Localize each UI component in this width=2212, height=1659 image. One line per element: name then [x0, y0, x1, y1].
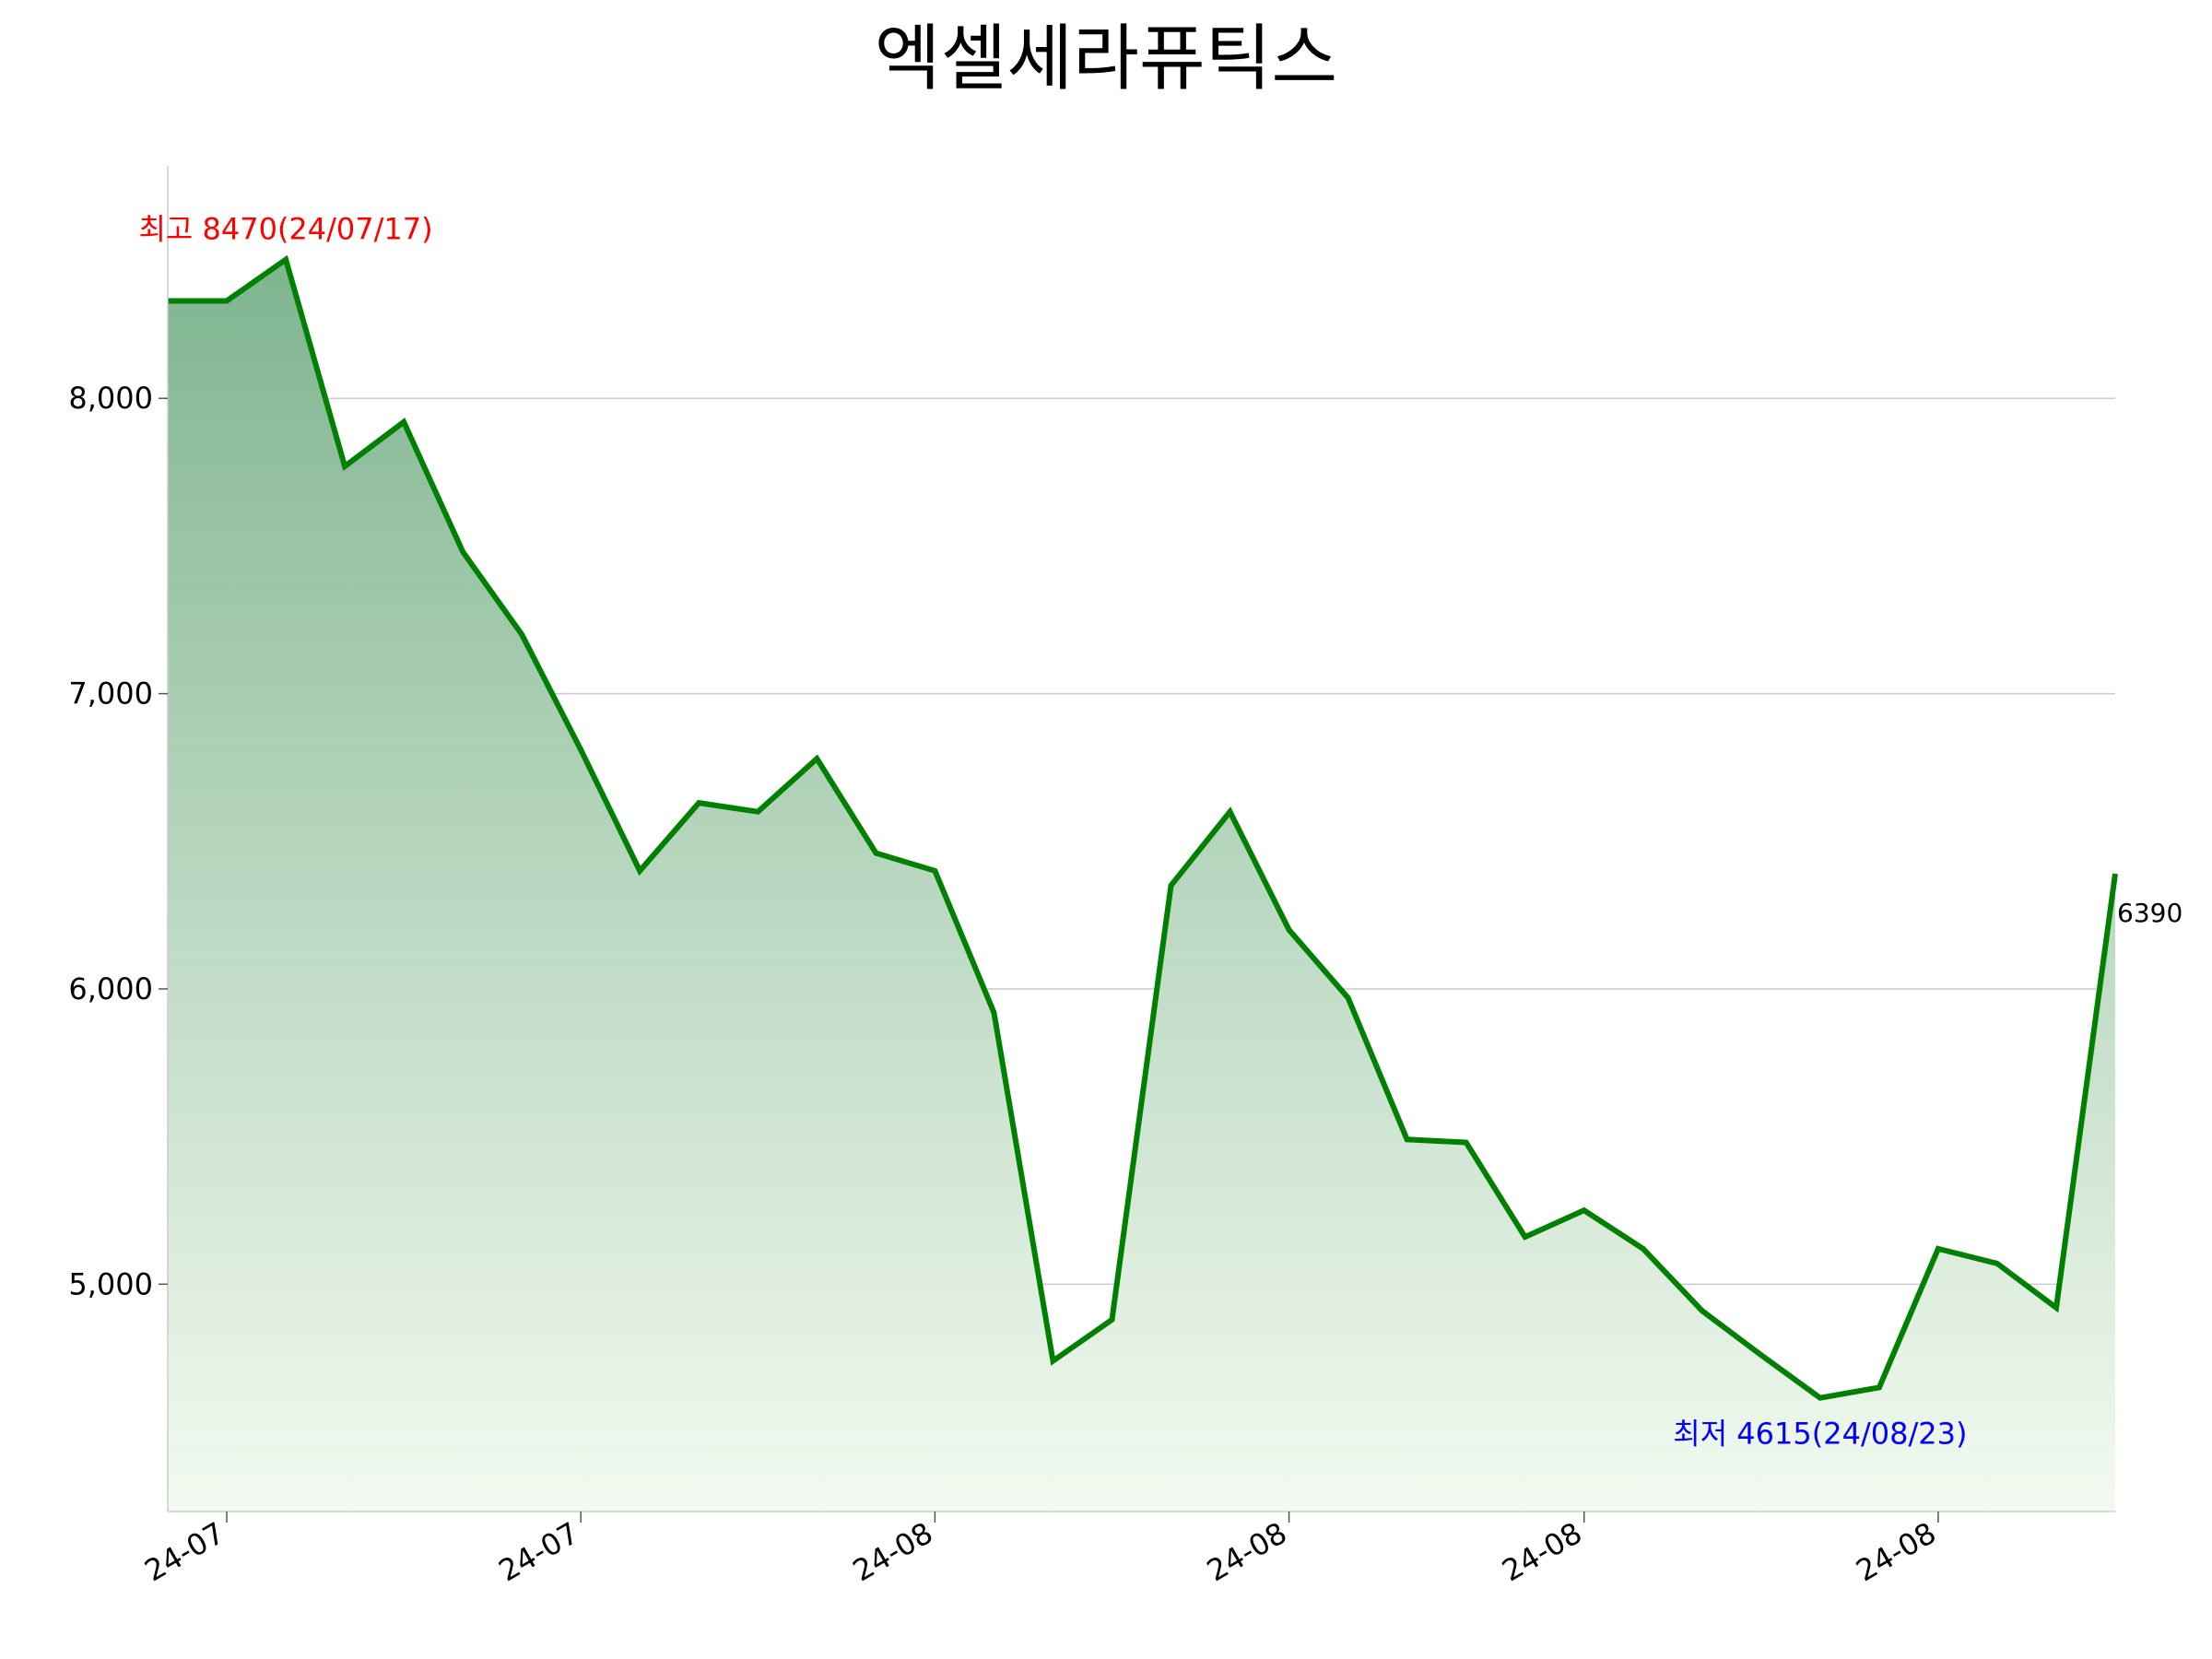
- low-annotation: 최저 4615(24/08/23): [1673, 1417, 1967, 1452]
- price-line: [168, 254, 2118, 1401]
- last-price-label: 6390: [2117, 898, 2183, 928]
- y-tick-label: 6,000: [68, 971, 153, 1006]
- x-tick-label: 24-07: [139, 1515, 231, 1588]
- y-axis-ticks: 5,000 6,000 7,000 8,000: [68, 381, 168, 1301]
- chart-title: 엑셀세라퓨틱스: [875, 18, 1337, 100]
- y-tick-label: 7,000: [68, 677, 153, 712]
- x-tick-label: 24-08: [1496, 1515, 1588, 1588]
- x-tick-label: 24-08: [1850, 1515, 1942, 1588]
- axes: [167, 166, 2115, 1512]
- x-tick-label: 24-08: [1201, 1515, 1293, 1588]
- y-tick-label: 5,000: [68, 1266, 153, 1301]
- x-axis-ticks: 24-07 24-07 24-08 24-08 24-08 24-08: [139, 1512, 1942, 1588]
- price-area-fill: [168, 259, 2115, 1512]
- x-tick-label: 24-08: [847, 1515, 939, 1588]
- high-annotation: 최고 8470(24/07/17): [138, 212, 432, 247]
- y-tick-label: 8,000: [68, 381, 153, 416]
- x-tick-label: 24-07: [493, 1515, 585, 1588]
